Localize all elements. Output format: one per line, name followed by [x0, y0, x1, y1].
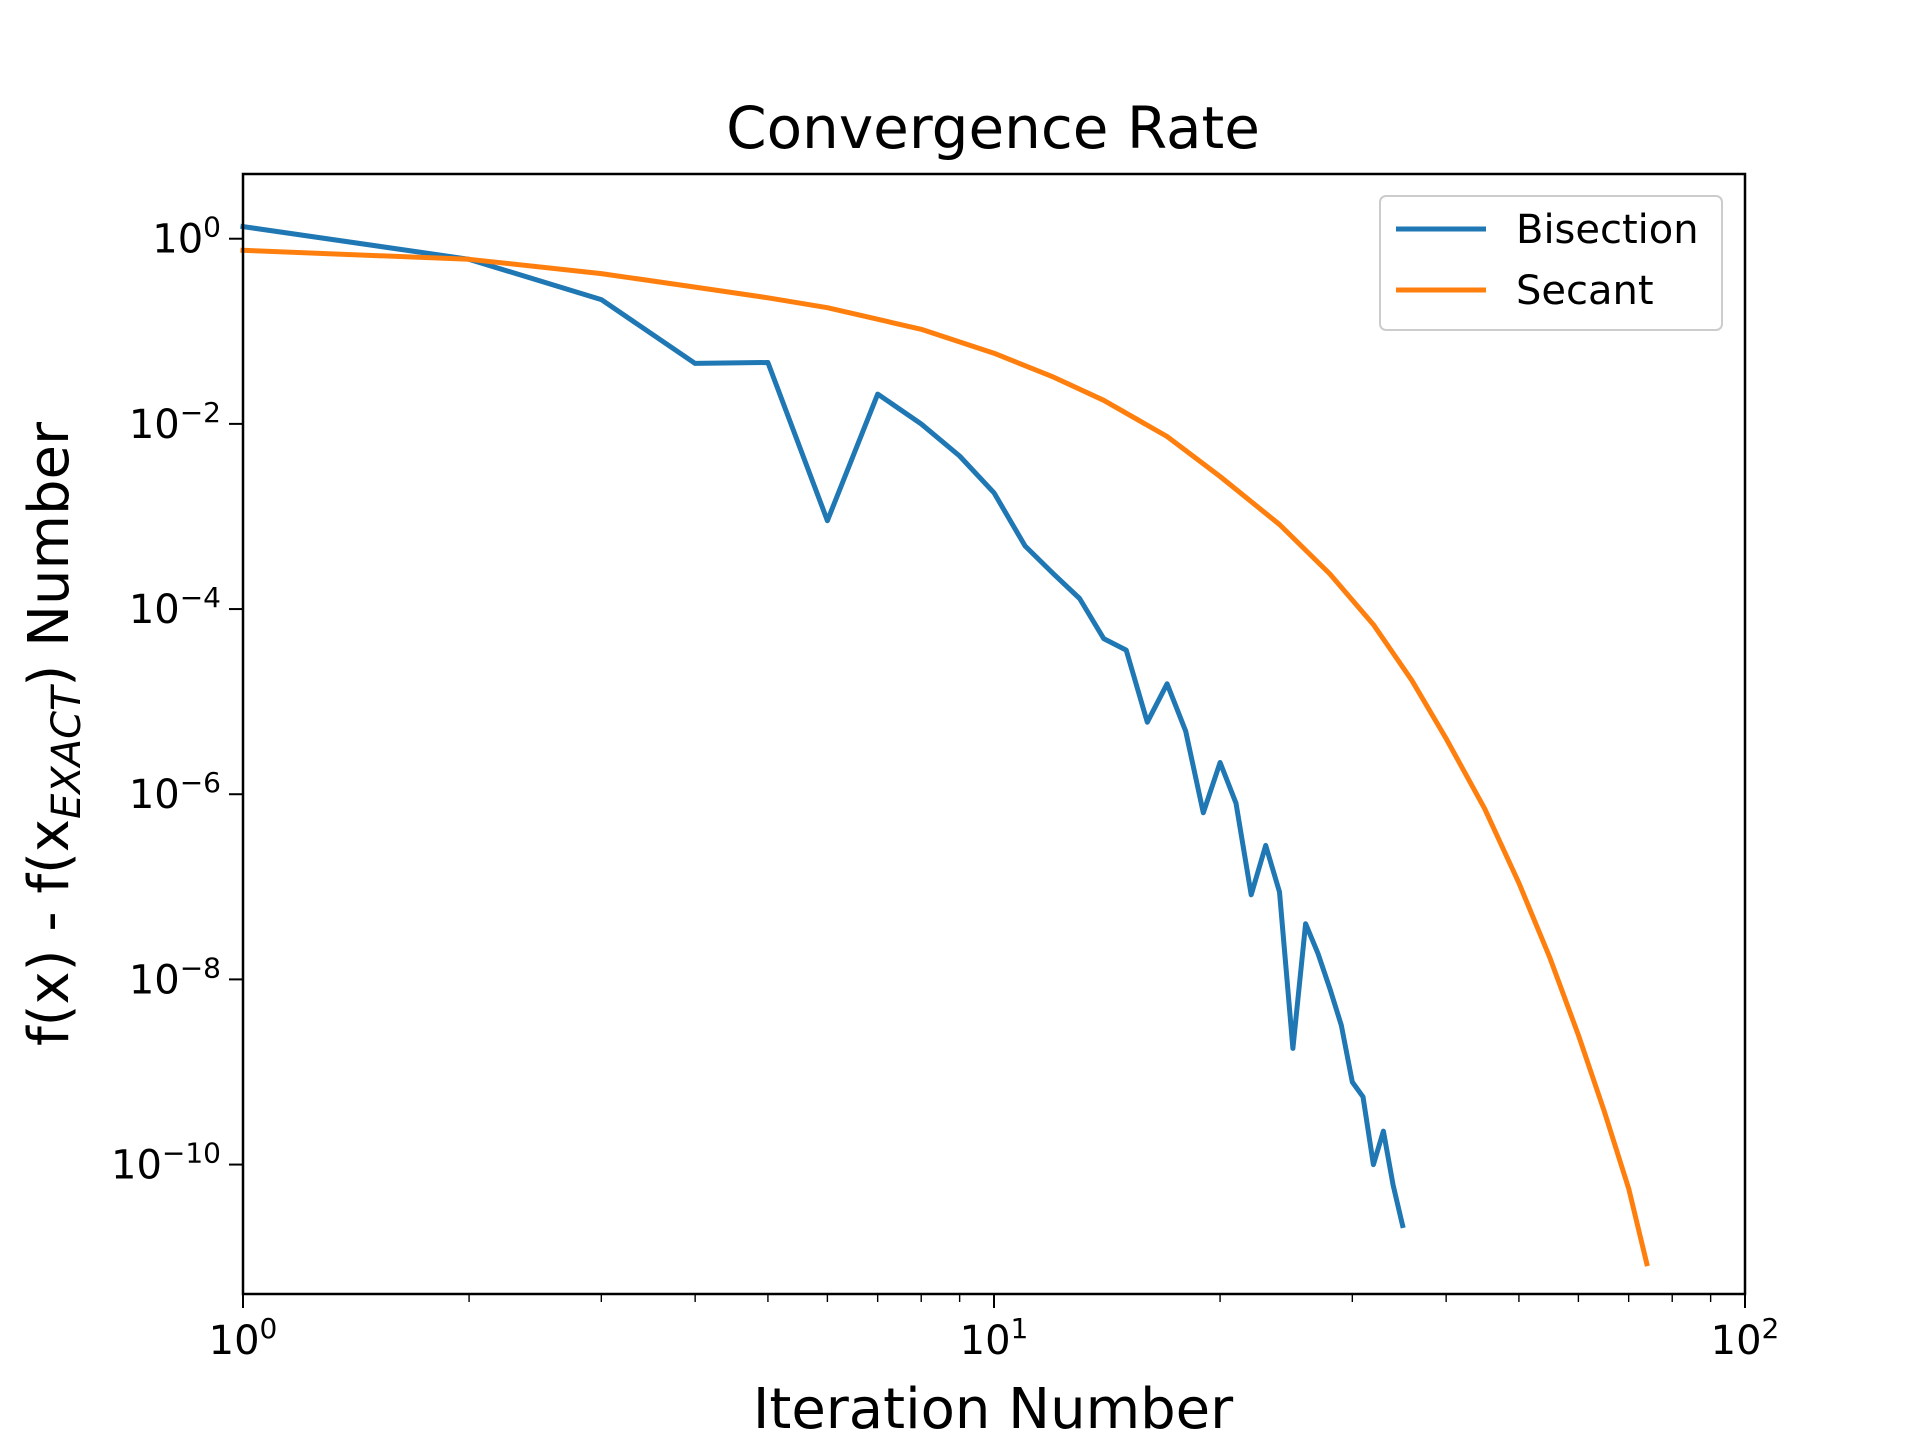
y-axis-label: f(x) - f(xEXACT) Number	[17, 421, 90, 1046]
y-tick-label: 100	[152, 211, 221, 263]
y-tick-label: 10−6	[129, 766, 221, 818]
y-axis-label-tail: ) Number	[17, 421, 82, 687]
series-line-bisection	[240, 223, 1406, 1229]
tick-labels: 100 101 102 100 10−2 10−4 10−6 10−8 10−10	[111, 211, 1779, 1364]
minor-ticks	[468, 1294, 1712, 1302]
x-axis-label: Iteration Number	[753, 1377, 1234, 1440]
plot-frame	[241, 172, 1747, 1296]
x-tick-label: 101	[960, 1312, 1029, 1364]
y-tick-label: 10−2	[129, 396, 221, 448]
legend-label-bisection: Bisection	[1516, 207, 1699, 253]
y-tick-label: 10−10	[111, 1137, 221, 1189]
y-tick-label: 10−8	[129, 951, 221, 1003]
y-axis-label-main: f(x) - f(x	[17, 819, 82, 1046]
y-axis-label-subscript: EXACT	[44, 683, 90, 819]
major-ticks	[229, 237, 1746, 1308]
x-tick-label: 102	[1711, 1312, 1780, 1364]
series-line-secant	[240, 247, 1650, 1267]
y-tick-label: 10−4	[129, 581, 221, 633]
chart-title: Convergence Rate	[726, 94, 1260, 162]
x-tick-label: 100	[209, 1312, 278, 1364]
legend: Bisection Secant	[1379, 195, 1723, 331]
plot-series	[240, 223, 1650, 1267]
legend-label-secant: Secant	[1516, 268, 1654, 314]
